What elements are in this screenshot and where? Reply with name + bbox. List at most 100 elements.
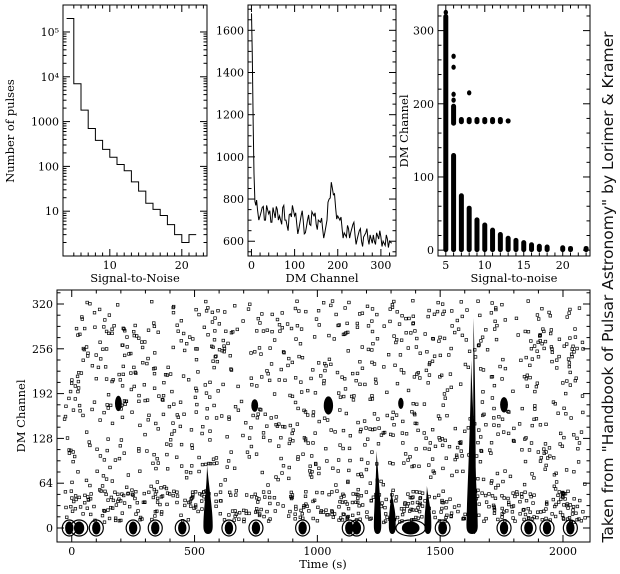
- p4-noise-point: [90, 364, 95, 368]
- p4-noise-point: [437, 436, 441, 440]
- p4-noise-point: [175, 494, 180, 498]
- p4-noise-point: [249, 351, 253, 355]
- p4-noise-point: [320, 491, 325, 495]
- p4-noise-point: [293, 306, 298, 311]
- p4-noise-point: [516, 333, 520, 337]
- p4-noise-point: [460, 314, 464, 319]
- p4-noise-point: [390, 303, 395, 307]
- p4-noise-point: [548, 314, 552, 318]
- p4-noise-point: [299, 390, 304, 394]
- p4-noise-point: [523, 459, 528, 464]
- p4-noise-point: [171, 345, 175, 350]
- p4-noise-point: [440, 437, 444, 441]
- p4-noise-point: [94, 377, 98, 381]
- p4-noise-point: [170, 389, 174, 394]
- p4-noise-point: [277, 422, 281, 426]
- p4-noise-point: [179, 319, 184, 323]
- p4-noise-point: [447, 353, 451, 357]
- p4-noise-point: [146, 418, 150, 422]
- p3-dm-cluster: [482, 116, 488, 125]
- p4-noise-point: [577, 517, 581, 521]
- p4-noise-point: [71, 459, 75, 464]
- p4-noise-point: [179, 442, 184, 447]
- p1-ytick-label: 10⁴: [41, 71, 60, 84]
- p4-noise-point: [411, 489, 415, 494]
- snr-histogram-panel: 10 20 10 100 1000 10⁴ 10⁵ Signal-to-Noise Numb…: [3, 4, 208, 285]
- p4-noise-point: [363, 443, 367, 447]
- p4-noise-point: [260, 312, 264, 316]
- p4-noise-point: [445, 513, 449, 517]
- p4-noise-point: [81, 512, 85, 516]
- p4-pulse-blob: [500, 397, 508, 413]
- p4-baseline-core: [499, 521, 509, 535]
- p4-noise-point: [74, 497, 78, 502]
- p4-noise-point: [340, 518, 345, 522]
- p4-noise-point: [493, 496, 498, 500]
- p4-baseline-cluster: [69, 519, 89, 537]
- p4-noise-point: [572, 433, 576, 437]
- p4-noise-point: [85, 506, 89, 510]
- p4-noise-point: [510, 510, 515, 514]
- p4-noise-point: [208, 429, 212, 433]
- p4-noise-point: [95, 447, 99, 451]
- p4-noise-point: [362, 419, 367, 423]
- p4-noise-point: [569, 352, 574, 356]
- p4-ytick-label: 320: [32, 298, 53, 311]
- p4-noise-point: [295, 324, 300, 328]
- p4-noise-point: [212, 403, 216, 408]
- p4-noise-point: [370, 329, 375, 334]
- p4-noise-point: [338, 395, 343, 399]
- p4-noise-point: [293, 400, 298, 405]
- p4-noise-point: [370, 394, 374, 398]
- p4-noise-point: [565, 503, 569, 508]
- p4-noise-point: [407, 509, 412, 513]
- p4-noise-point: [558, 442, 562, 446]
- p4-xtick-label: 1000: [303, 545, 331, 558]
- p4-noise-point: [500, 494, 504, 498]
- p4-noise-point: [400, 431, 405, 435]
- p4-noise-point: [556, 493, 560, 497]
- p4-noise-point: [544, 463, 548, 468]
- p3-point: [451, 53, 456, 59]
- p2-profile-line: [251, 13, 393, 248]
- p4-noise-point: [218, 499, 223, 503]
- p4-noise-point: [445, 388, 450, 392]
- p4-noise-point: [304, 490, 308, 494]
- p1-ytick-label: 1000: [31, 116, 59, 129]
- p4-noise-point: [492, 416, 496, 420]
- p4-noise-point: [349, 394, 354, 399]
- p4-noise-point: [130, 488, 134, 492]
- p4-noise-point: [167, 404, 172, 409]
- p4-noise-point: [432, 312, 437, 316]
- p4-baseline-cluster: [520, 519, 537, 537]
- p4-noise-point: [73, 454, 77, 459]
- p4-noise-point: [137, 399, 141, 403]
- p4-noise-point: [454, 453, 459, 457]
- p4-noise-point: [260, 470, 264, 475]
- p4-noise-point: [322, 381, 326, 386]
- p4-noise-point: [426, 381, 430, 385]
- p4-noise-point: [493, 486, 498, 490]
- p4-noise-point: [122, 327, 126, 331]
- p4-noise-point: [478, 460, 483, 464]
- p4-noise-point: [135, 501, 139, 505]
- p4-noise-point: [110, 331, 114, 336]
- p4-noise-point: [300, 512, 304, 516]
- p4-xtick-label: 500: [184, 545, 205, 558]
- p4-noise-point: [299, 508, 303, 513]
- p4-noise-point: [511, 516, 515, 520]
- p4-noise-point: [269, 416, 273, 420]
- p4-noise-point: [213, 316, 217, 320]
- p4-noise-point: [322, 301, 326, 305]
- p4-noise-point: [477, 343, 481, 347]
- p4-noise-point: [566, 489, 570, 493]
- p4-noise-point: [317, 419, 321, 424]
- p4-noise-point: [484, 500, 489, 504]
- p4-noise-point: [76, 333, 80, 337]
- p4-noise-point: [279, 456, 283, 461]
- p4-noise-point: [87, 440, 91, 444]
- p4-noise-point: [204, 462, 208, 467]
- p4-noise-point: [406, 492, 410, 496]
- p4-noise-point: [401, 441, 405, 445]
- p4-noise-point: [536, 355, 541, 359]
